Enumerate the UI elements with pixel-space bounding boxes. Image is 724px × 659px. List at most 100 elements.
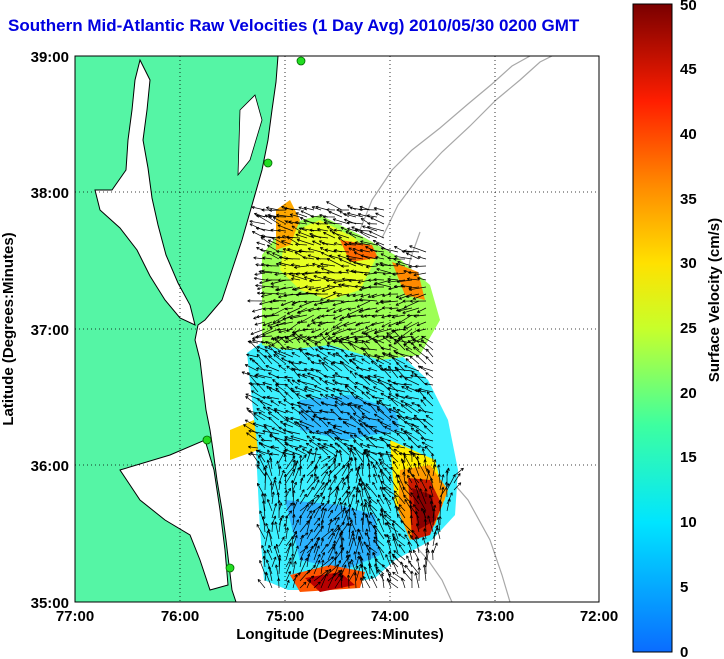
velocity-vector: [299, 477, 304, 491]
velocity-vector: [307, 451, 322, 456]
velocity-vector: [256, 382, 266, 393]
velocity-vector: [287, 378, 294, 386]
velocity-vector: [267, 355, 280, 365]
velocity-vector: [324, 431, 336, 442]
velocity-vector: [375, 334, 385, 338]
velocity-vector: [334, 487, 340, 505]
velocity-vector: [378, 399, 392, 414]
velocity-vector: [285, 391, 294, 400]
velocity-vector: [334, 437, 350, 449]
velocity-vector: [277, 278, 294, 282]
velocity-vector: [338, 572, 343, 589]
velocity-vector: [307, 372, 322, 379]
velocity-vector: [348, 537, 355, 554]
velocity-vector: [369, 248, 385, 253]
velocity-vector: [272, 217, 287, 225]
velocity-vector: [318, 345, 329, 351]
velocity-vector: [347, 402, 357, 414]
velocity-vector: [316, 264, 329, 269]
velocity-vector: [379, 513, 392, 526]
velocity-vector: [345, 490, 350, 505]
velocity-vector: [387, 580, 399, 589]
velocity-vector: [445, 469, 449, 483]
velocity-vector: [265, 206, 280, 211]
velocity-vector: [392, 406, 406, 421]
velocity-vector: [384, 467, 392, 477]
velocity-vector: [335, 352, 350, 365]
velocity-vector: [424, 488, 428, 498]
velocity-vector: [407, 541, 413, 554]
velocity-vector: [262, 429, 280, 435]
velocity-vector: [410, 336, 420, 344]
velocity-vector: [256, 464, 266, 477]
velocity-vector: [313, 553, 321, 568]
velocity-vector: [406, 313, 420, 318]
velocity-vector: [267, 239, 280, 246]
velocity-vector: [373, 278, 385, 282]
velocity-vector: [297, 373, 308, 379]
velocity-vector: [332, 328, 350, 336]
velocity-vector: [345, 376, 357, 386]
velocity-vector: [323, 221, 343, 225]
velocity-vector: [359, 207, 378, 212]
velocity-vector: [277, 350, 294, 358]
velocity-vector: [306, 448, 313, 463]
velocity-vector: [390, 466, 399, 477]
velocity-vector: [401, 386, 413, 393]
velocity-vector: [400, 520, 413, 533]
velocity-vector: [349, 370, 357, 379]
velocity-vector: [321, 286, 336, 293]
velocity-vector: [346, 574, 351, 589]
velocity-vector: [338, 307, 350, 313]
velocity-vector: [283, 272, 294, 276]
velocity-vector: [370, 321, 385, 327]
velocity-vector: [338, 270, 350, 274]
velocity-vector: [268, 386, 280, 393]
velocity-vectors: [241, 201, 464, 589]
velocity-vector: [299, 454, 307, 463]
velocity-vector: [296, 393, 308, 400]
velocity-vector: [253, 412, 266, 421]
velocity-vector: [348, 359, 364, 372]
velocity-vector: [388, 393, 399, 400]
velocity-vector: [363, 401, 378, 407]
velocity-vector: [316, 307, 329, 311]
velocity-vector: [324, 380, 336, 386]
velocity-vector: [311, 418, 322, 428]
velocity-vector: [417, 276, 427, 281]
velocity-vector: [285, 443, 301, 449]
velocity-vector: [311, 314, 322, 322]
velocity-vector: [405, 386, 420, 393]
velocity-vector: [333, 314, 343, 320]
velocity-vector: [319, 321, 336, 325]
velocity-vector: [373, 429, 392, 435]
velocity-vector: [357, 279, 371, 284]
velocity-vector: [417, 495, 427, 512]
velocity-vector: [265, 264, 280, 268]
velocity-vector: [306, 579, 311, 589]
velocity-vector: [339, 544, 343, 561]
velocity-vector: [366, 453, 371, 470]
velocity-vector: [321, 241, 336, 246]
velocity-vector: [332, 360, 343, 365]
velocity-vector: [363, 314, 378, 318]
velocity-vector: [402, 570, 413, 582]
velocity-vector: [320, 465, 331, 477]
velocity-vector: [404, 534, 413, 547]
velocity-vector: [264, 346, 273, 351]
velocity-vector: [387, 573, 399, 582]
velocity-vector: [373, 413, 385, 421]
velocity-vector: [278, 517, 283, 533]
velocity-vector: [285, 557, 292, 568]
velocity-vector: [311, 436, 322, 442]
velocity-vector: [378, 458, 392, 470]
velocity-vector: [426, 391, 434, 400]
velocity-vector: [392, 381, 406, 386]
velocity-vector: [346, 412, 357, 421]
velocity-vector: [270, 521, 275, 533]
velocity-vector: [364, 502, 371, 519]
velocity-vector: [413, 414, 427, 428]
velocity-vector: [375, 307, 385, 313]
velocity-vector: [276, 328, 287, 332]
velocity-vector: [320, 496, 325, 505]
